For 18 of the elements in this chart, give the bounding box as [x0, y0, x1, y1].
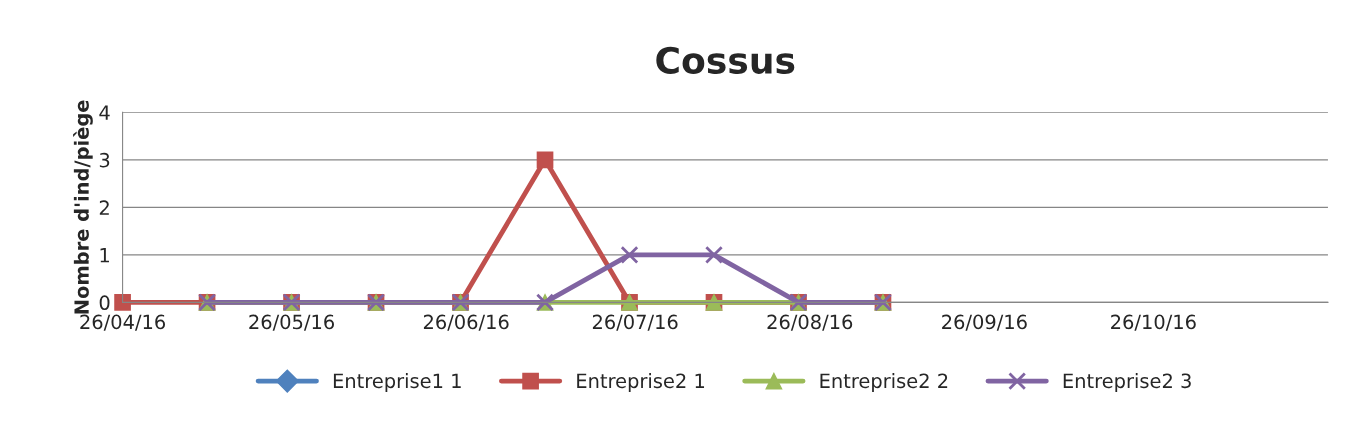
y-tick-label: 2: [99, 200, 109, 215]
y-axis-title: Nombre d'ind/piège: [73, 100, 93, 314]
y-tick-label: 3: [99, 152, 110, 168]
x-tick-label: 26/10/16: [1111, 314, 1196, 331]
y-tick-label: 0: [99, 295, 110, 311]
y-tick-label: 4: [99, 105, 110, 120]
chart-title: Cossus: [656, 46, 795, 74]
x-tick-label: 26/04/16: [80, 314, 166, 331]
legend-label: Entreprise2 3: [1063, 373, 1191, 392]
x-tick-label: 26/05/16: [249, 314, 334, 331]
legend-label: Entreprise2 2: [820, 373, 948, 392]
y-tick-label: 1: [100, 248, 109, 263]
legend-label: Entreprise2 1: [577, 373, 705, 392]
x-tick-label: 26/07/16: [592, 314, 678, 331]
legend-label: Entreprise1 1: [333, 373, 461, 392]
x-tick-label: 26/08/16: [767, 314, 853, 331]
x-tick-label: 26/09/16: [942, 314, 1027, 331]
x-tick-label: 26/06/16: [423, 314, 509, 331]
